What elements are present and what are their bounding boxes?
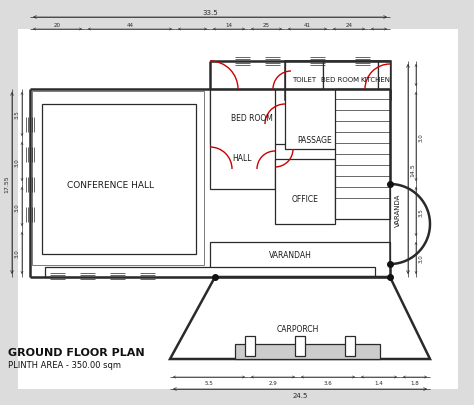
Text: 14: 14 xyxy=(226,22,233,28)
Text: 3.0: 3.0 xyxy=(419,254,423,263)
Text: 25: 25 xyxy=(263,22,270,28)
Text: 24: 24 xyxy=(346,22,353,28)
Text: PLINTH AREA - 350.00 sqm: PLINTH AREA - 350.00 sqm xyxy=(8,360,121,370)
Text: BED ROOM: BED ROOM xyxy=(231,113,273,122)
Polygon shape xyxy=(170,277,430,359)
Bar xyxy=(323,62,378,90)
Text: GROUND FLOOR PLAN: GROUND FLOOR PLAN xyxy=(8,347,145,357)
Bar xyxy=(288,105,316,147)
Text: 3.0: 3.0 xyxy=(15,158,19,166)
Text: VARANDA: VARANDA xyxy=(395,193,401,226)
Bar xyxy=(345,336,355,356)
Bar xyxy=(285,62,390,100)
Text: 24.5: 24.5 xyxy=(292,392,308,398)
Text: 17.55: 17.55 xyxy=(4,175,9,192)
Text: HALL: HALL xyxy=(232,153,252,162)
Bar xyxy=(275,160,335,224)
Text: 3.5: 3.5 xyxy=(15,110,19,119)
Text: PASSAGE: PASSAGE xyxy=(298,135,332,144)
Polygon shape xyxy=(210,62,390,90)
Bar xyxy=(32,92,204,265)
Bar xyxy=(18,30,458,389)
Text: 33.5: 33.5 xyxy=(202,10,218,16)
Text: BED ROOM: BED ROOM xyxy=(321,77,359,83)
Bar xyxy=(42,105,196,254)
Text: 44: 44 xyxy=(127,22,134,28)
Bar xyxy=(235,344,380,359)
Text: 3.5: 3.5 xyxy=(419,208,423,216)
Polygon shape xyxy=(30,90,390,277)
Text: 20: 20 xyxy=(54,22,61,28)
Bar xyxy=(210,90,275,190)
Bar xyxy=(285,90,368,149)
Bar xyxy=(295,336,305,356)
Text: 3.0: 3.0 xyxy=(419,133,423,141)
Text: 14.5: 14.5 xyxy=(410,163,416,177)
Text: CARPORCH: CARPORCH xyxy=(277,325,319,334)
Text: 3.0: 3.0 xyxy=(15,202,19,211)
Text: 2.9: 2.9 xyxy=(269,381,277,386)
Text: OFFICE: OFFICE xyxy=(292,195,319,204)
Bar xyxy=(210,90,290,145)
Text: KITCHEN: KITCHEN xyxy=(360,77,390,83)
Bar xyxy=(285,62,323,90)
Bar xyxy=(45,267,375,277)
Text: VARANDAH: VARANDAH xyxy=(269,250,311,259)
Text: 1.4: 1.4 xyxy=(374,381,383,386)
Text: 3.6: 3.6 xyxy=(324,381,332,386)
Bar xyxy=(378,62,390,90)
Text: CONFERENCE HALL: CONFERENCE HALL xyxy=(66,180,154,189)
Bar xyxy=(210,243,390,277)
Bar xyxy=(245,336,255,356)
Text: 41: 41 xyxy=(304,22,311,28)
Text: TOILET: TOILET xyxy=(292,77,316,83)
Bar xyxy=(335,90,390,220)
Text: 5.5: 5.5 xyxy=(205,381,213,386)
Text: 3.0: 3.0 xyxy=(15,249,19,258)
Text: 1.8: 1.8 xyxy=(410,381,419,386)
